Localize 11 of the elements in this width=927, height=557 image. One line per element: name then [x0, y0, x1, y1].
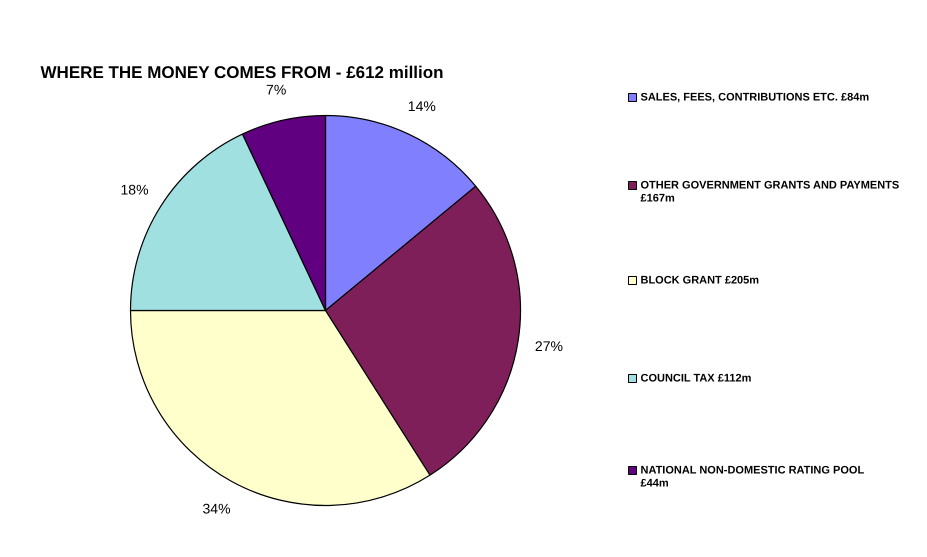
data-label: 7%: [266, 82, 286, 98]
legend-label: BLOCK GRANT £205m: [640, 274, 760, 286]
data-label: 18%: [120, 181, 149, 198]
legend-label: SALES, FEES, CONTRIBUTIONS ETC. £84m: [640, 92, 870, 104]
chart-title: WHERE THE MONEY COMES FROM - £612 million: [40, 63, 444, 82]
legend-label: OTHER GOVERNMENT GRANTS AND PAYMENTS £167m: [640, 180, 900, 205]
data-label: 14%: [408, 98, 436, 114]
legend-label: NATIONAL NON-DOMESTIC RATING POOL £44m: [640, 464, 864, 490]
legend-label: COUNCIL TAX £112m: [640, 372, 752, 384]
data-label: 27%: [534, 338, 563, 354]
data-label: 34%: [202, 500, 231, 517]
